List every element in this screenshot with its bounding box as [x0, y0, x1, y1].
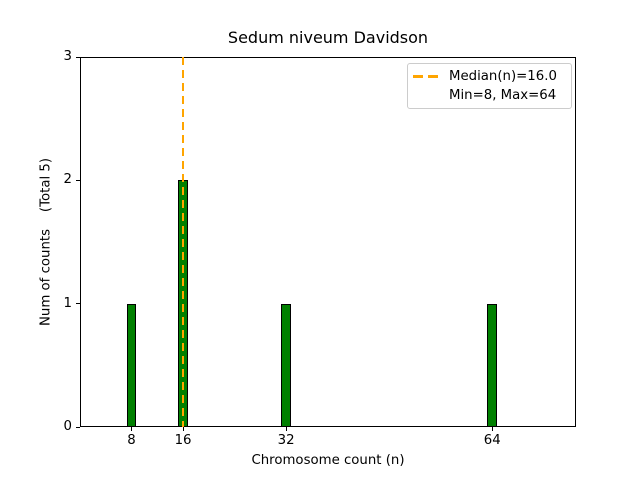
legend: Median(n)=16.0 Min=8, Max=64	[407, 63, 572, 109]
median-line	[181, 57, 185, 427]
legend-label-median: Median(n)=16.0	[449, 69, 557, 84]
bar	[281, 303, 291, 427]
legend-entry-minmax: Min=8, Max=64	[413, 86, 566, 105]
x-tick-label: 32	[277, 433, 295, 448]
median-dashed-line-swatch	[413, 75, 439, 78]
x-axis-label: Chromosome count (n)	[251, 453, 405, 468]
y-tick	[76, 426, 80, 428]
x-tick-label: 8	[127, 433, 136, 448]
y-tick-label: 2	[63, 172, 72, 188]
legend-entry-median: Median(n)=16.0	[413, 67, 566, 86]
y-tick-label: 0	[63, 419, 72, 434]
x-tick	[182, 427, 184, 431]
chart-title: Sedum niveum Davidson	[227, 28, 429, 47]
legend-label-minmax: Min=8, Max=64	[449, 88, 557, 103]
x-tick	[491, 427, 493, 431]
y-tick	[76, 303, 80, 305]
y-tick	[76, 56, 80, 58]
bar	[126, 303, 137, 427]
bar	[487, 303, 498, 427]
x-tick	[131, 427, 133, 431]
y-tick-label: 1	[63, 295, 72, 311]
plot-area	[80, 57, 576, 427]
x-tick-label: 64	[483, 433, 501, 448]
x-tick-label: 16	[174, 433, 192, 448]
y-tick	[76, 179, 80, 181]
x-tick	[285, 427, 287, 431]
empty-swatch	[413, 94, 439, 97]
y-tick-label: 3	[63, 49, 72, 64]
